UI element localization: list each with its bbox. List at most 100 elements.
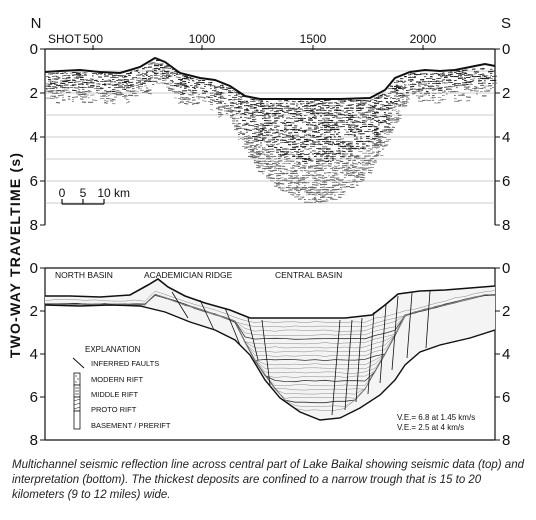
seismic-reflection-mark <box>265 163 269 166</box>
inferred-fault <box>425 290 431 349</box>
seismic-reflection-mark <box>331 179 336 181</box>
seismic-reflection-mark <box>277 132 284 134</box>
seismic-reflection-mark <box>259 100 264 103</box>
inferred-fault <box>331 319 341 416</box>
seismic-reflection-mark <box>281 150 285 153</box>
seismic-reflection-mark <box>311 116 317 119</box>
seismic-reflection-mark <box>105 97 109 100</box>
seismic-reflection-mark <box>411 92 416 95</box>
seismic-reflection-mark <box>281 136 287 138</box>
seismic-reflection-mark <box>305 105 312 107</box>
seismic-reflection-mark <box>273 146 278 149</box>
inferred-fault <box>379 304 387 384</box>
seismic-reflection-mark <box>55 87 58 89</box>
seismic-reflection-mark <box>355 181 359 183</box>
seismic-reflection-mark <box>431 80 435 83</box>
inferred-fault <box>391 295 399 371</box>
seismic-reflection-mark <box>311 181 318 184</box>
seismic-reflection-mark <box>255 151 261 153</box>
seismic-reflection-mark <box>287 174 294 177</box>
seismic-reflection-mark <box>157 82 163 84</box>
seismic-reflection-mark <box>343 191 346 193</box>
seismic-reflection-mark <box>309 112 315 115</box>
rift-layer-line <box>45 290 495 324</box>
bottom-left-tick-2: 2 <box>30 303 38 320</box>
seismic-reflection-mark <box>451 75 454 78</box>
seismic-reflection-mark <box>475 93 478 95</box>
seismic-reflection-mark <box>437 74 441 76</box>
seismic-reflection-mark <box>91 85 95 87</box>
seismic-reflection-mark <box>177 102 181 104</box>
seismic-reflection-mark <box>197 98 200 100</box>
seismic-reflection-mark <box>145 74 148 77</box>
seismic-reflection-mark <box>145 91 149 93</box>
seismic-reflection-mark <box>97 92 101 94</box>
seismic-reflection-mark <box>289 128 296 131</box>
seismic-reflection-mark <box>389 97 392 99</box>
seismic-reflection-mark <box>369 99 374 101</box>
seismic-reflection-mark <box>265 134 269 136</box>
seismic-reflection-mark <box>299 157 302 159</box>
seismic-reflection-mark <box>97 89 100 92</box>
seismic-reflection-mark <box>387 115 393 117</box>
top-right-tick-8: 8 <box>502 217 510 234</box>
seismic-reflection-mark <box>315 127 318 129</box>
seismic-reflection-mark <box>371 105 376 108</box>
seismic-reflection-mark <box>227 90 232 92</box>
seismic-reflection-mark <box>301 130 307 133</box>
seismic-reflection-mark <box>361 161 364 164</box>
seismic-reflection-mark <box>441 75 448 77</box>
seismic-reflection-mark <box>347 114 354 117</box>
seismic-reflection-mark <box>365 162 371 165</box>
seismic-reflection-mark <box>351 162 355 165</box>
seismic-reflection-mark <box>139 89 144 92</box>
seismic-reflection-mark <box>199 96 206 99</box>
legend-title: EXPLANATION <box>85 345 141 354</box>
seismic-reflection-mark <box>489 75 493 77</box>
seismic-reflection-mark <box>99 98 105 100</box>
seismic-reflection-mark <box>433 80 438 83</box>
seismic-reflection-mark <box>379 154 384 157</box>
seismic-reflection-mark <box>371 142 378 144</box>
seismic-reflection-mark <box>489 77 493 79</box>
seismic-reflection-mark <box>263 147 266 149</box>
seismic-reflection-mark <box>257 157 263 160</box>
seismic-reflection-mark <box>341 165 347 167</box>
inferred-fault <box>199 299 215 331</box>
seismic-reflection-mark <box>303 129 308 131</box>
seismic-reflection-mark <box>323 176 328 179</box>
seismic-reflection-mark <box>319 133 324 135</box>
seismic-reflection-mark <box>309 188 315 191</box>
seismic-reflection-mark <box>327 105 331 107</box>
bottom-right-tick-4: 4 <box>502 346 510 363</box>
seismic-reflection-mark <box>277 105 283 107</box>
seismic-reflection-mark <box>369 125 375 127</box>
seismic-reflection-mark <box>317 143 322 145</box>
seismic-reflection-mark <box>285 172 289 175</box>
seismic-reflection-mark <box>323 141 327 143</box>
seismic-reflection-mark <box>171 81 174 83</box>
seismic-reflection-mark <box>137 81 142 83</box>
inferred-fault <box>261 319 271 386</box>
seismic-reflection-mark <box>463 69 468 71</box>
top-right-tick-2: 2 <box>502 85 510 102</box>
scale-unit: km <box>114 186 130 200</box>
seismic-reflection-mark <box>459 94 465 97</box>
seismic-reflection-mark <box>73 79 77 82</box>
seismic-reflection-mark <box>285 170 291 172</box>
seismic-reflection-mark <box>233 98 238 100</box>
seismic-reflection-mark <box>475 75 482 77</box>
seismic-reflection-mark <box>463 79 467 82</box>
seismic-reflection-mark <box>387 139 391 141</box>
seismic-reflection-mark <box>325 157 329 160</box>
seismic-reflection-mark <box>363 147 367 150</box>
seismic-reflection-mark <box>331 143 335 145</box>
seismic-reflection-mark <box>369 121 374 123</box>
seismic-reflection-mark <box>273 126 277 129</box>
seismic-reflection-mark <box>369 138 375 140</box>
seismic-reflection-mark <box>397 94 402 96</box>
seismic-reflection-mark <box>419 90 424 92</box>
seismic-reflection-mark <box>291 101 296 103</box>
seismic-reflection-mark <box>399 80 403 83</box>
seismic-reflection-mark <box>275 138 280 141</box>
